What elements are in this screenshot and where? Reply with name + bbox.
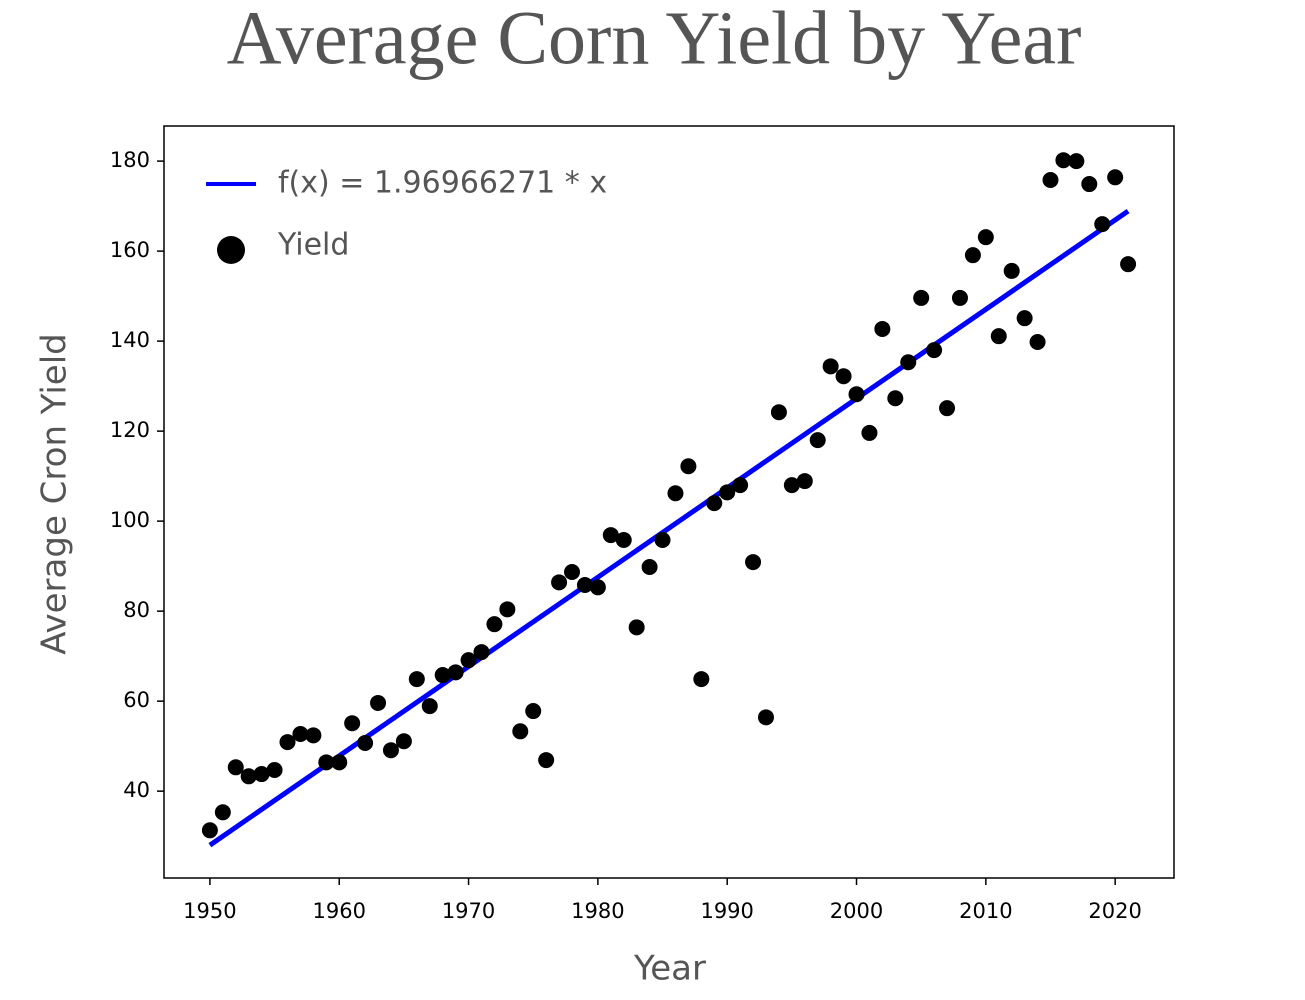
- x-tick-label: 1980: [571, 899, 624, 923]
- data-point: [1016, 310, 1033, 327]
- data-point: [473, 644, 490, 661]
- data-point: [1094, 216, 1111, 233]
- data-point: [809, 432, 826, 449]
- data-point: [370, 694, 387, 711]
- data-point: [732, 477, 749, 494]
- data-point: [887, 390, 904, 407]
- data-point: [913, 289, 930, 306]
- data-point: [874, 320, 891, 337]
- y-tick-label: 80: [123, 598, 150, 622]
- data-point: [512, 723, 529, 740]
- data-point: [240, 768, 257, 785]
- data-point: [460, 652, 477, 669]
- data-point: [926, 342, 943, 359]
- data-point: [382, 742, 399, 759]
- data-point: [576, 577, 593, 594]
- data-point: [848, 386, 865, 403]
- y-axis-label: Average Cron Yield: [35, 333, 75, 655]
- data-point: [551, 574, 568, 591]
- legend-label: Yield: [277, 228, 349, 263]
- fit-line: [208, 208, 1130, 848]
- data-point: [822, 358, 839, 375]
- data-point: [939, 400, 956, 417]
- y-tick-label: 100: [110, 508, 150, 532]
- data-point: [1003, 262, 1020, 279]
- data-point: [719, 484, 736, 501]
- data-point: [486, 616, 503, 633]
- y-tick-label: 120: [110, 418, 150, 442]
- data-point: [253, 766, 270, 783]
- data-point: [602, 527, 619, 544]
- data-point: [680, 458, 697, 475]
- data-point: [318, 754, 335, 771]
- data-point: [589, 579, 606, 596]
- data-point: [796, 473, 813, 490]
- data-point: [305, 727, 322, 744]
- data-point: [641, 559, 658, 576]
- data-point: [292, 725, 309, 742]
- data-point: [964, 247, 981, 264]
- data-point: [628, 619, 645, 636]
- data-point: [783, 477, 800, 494]
- data-point: [990, 328, 1007, 345]
- y-tick-label: 180: [110, 148, 150, 172]
- data-point: [331, 754, 348, 771]
- x-tick-label: 1950: [183, 899, 236, 923]
- legend-label: f(x) = 1.96966271 * x: [278, 166, 607, 201]
- y-tick-label: 60: [123, 688, 150, 712]
- data-point: [1068, 153, 1085, 170]
- x-tick-label: 1960: [313, 899, 366, 923]
- data-point: [900, 354, 917, 371]
- data-point: [525, 703, 542, 720]
- data-point: [1081, 176, 1098, 193]
- data-point: [745, 554, 762, 571]
- data-point: [693, 671, 710, 688]
- data-point: [227, 759, 244, 776]
- data-point: [1055, 152, 1072, 169]
- chart-title: Average Corn Yield by Year: [227, 0, 1082, 80]
- data-point: [279, 734, 296, 751]
- x-tick-label: 2000: [830, 899, 883, 923]
- legend-swatch: [217, 236, 245, 264]
- data-point: [706, 495, 723, 512]
- data-point: [861, 424, 878, 441]
- data-point: [266, 761, 283, 778]
- data-point: [1042, 172, 1059, 189]
- x-tick-label: 1990: [700, 899, 753, 923]
- data-point: [1107, 169, 1124, 186]
- data-point: [214, 804, 231, 821]
- data-point: [835, 368, 852, 385]
- x-tick-label: 1970: [442, 899, 495, 923]
- data-point: [395, 733, 412, 750]
- data-point: [654, 532, 671, 549]
- data-point: [667, 485, 684, 502]
- x-tick-label: 2010: [959, 899, 1012, 923]
- plot-frame: [163, 125, 1175, 879]
- data-point: [421, 698, 438, 715]
- y-tick-label: 160: [110, 238, 150, 262]
- y-tick-label: 140: [110, 328, 150, 352]
- data-point: [770, 404, 787, 421]
- data-point: [538, 752, 555, 769]
- data-point: [447, 664, 464, 681]
- data-point: [564, 563, 581, 580]
- y-tick-label: 40: [123, 778, 150, 802]
- data-point: [977, 229, 994, 246]
- data-point: [408, 671, 425, 688]
- data-point: [201, 822, 218, 839]
- data-point: [1120, 256, 1137, 273]
- data-point: [357, 734, 374, 751]
- data-point: [1029, 334, 1046, 351]
- data-point: [434, 667, 451, 684]
- data-point: [344, 715, 361, 732]
- data-point: [499, 601, 516, 618]
- data-point: [615, 532, 632, 549]
- x-tick-label: 2020: [1088, 899, 1141, 923]
- data-point: [757, 709, 774, 726]
- data-point: [951, 289, 968, 306]
- x-axis-label: Year: [633, 949, 706, 989]
